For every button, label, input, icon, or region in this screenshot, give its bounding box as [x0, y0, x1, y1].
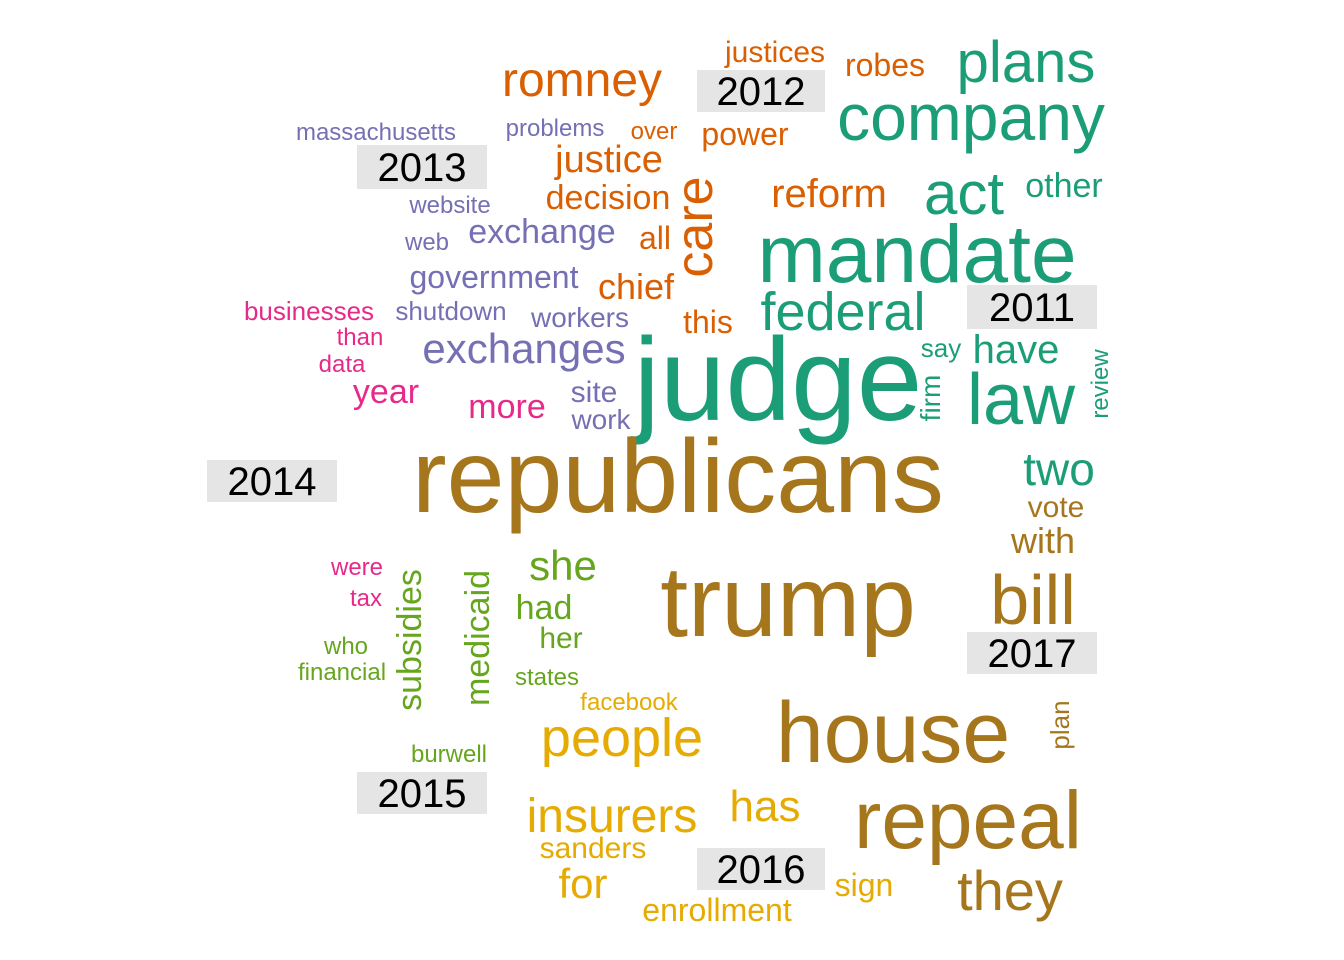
word-house: house — [776, 685, 1010, 781]
word-exchanges: exchanges — [422, 325, 625, 372]
word-government: government — [410, 259, 579, 295]
word-review: review — [1087, 349, 1114, 419]
word-they: they — [957, 859, 1063, 922]
word-medicaid: medicaid — [459, 570, 497, 706]
year-label-box — [967, 285, 1097, 329]
word-mandate: mandate — [757, 209, 1076, 300]
word-were: were — [330, 554, 383, 581]
year-label-2014: 2014 — [207, 460, 337, 504]
word-law: law — [967, 360, 1076, 440]
word-robes: robes — [845, 47, 925, 83]
word-firm: firm — [915, 375, 946, 422]
word-who: who — [323, 633, 368, 660]
word-states: states — [515, 664, 579, 691]
word-massachusetts: massachusetts — [296, 119, 456, 146]
word-people: people — [541, 708, 703, 768]
word-care: care — [666, 176, 724, 277]
year-label-box — [207, 460, 337, 502]
word-than: than — [337, 324, 384, 351]
word-republicans: republicans — [412, 419, 944, 535]
year-label-box — [967, 632, 1097, 674]
word-more: more — [468, 388, 545, 426]
word-two: two — [1023, 443, 1095, 495]
word-justices: justices — [724, 36, 825, 69]
word-this: this — [683, 304, 733, 340]
word-act: act — [924, 160, 1004, 227]
word-with: with — [1010, 520, 1075, 561]
year-label-box — [357, 145, 487, 189]
word-other: other — [1025, 167, 1103, 205]
word-plan: plan — [1045, 700, 1075, 749]
word-repeal: repeal — [854, 775, 1082, 866]
word-website: website — [408, 192, 490, 219]
word-exchange: exchange — [468, 213, 615, 251]
word-vote: vote — [1028, 491, 1085, 524]
year-label-text: 2014 — [228, 460, 317, 504]
year-label-2017: 2017 — [967, 632, 1097, 676]
word-subsidies: subsidies — [391, 569, 429, 711]
word-say: say — [921, 333, 961, 363]
word-tax: tax — [350, 585, 382, 612]
year-label-text: 2013 — [378, 146, 467, 190]
word-facebook: facebook — [580, 689, 678, 716]
word-plans: plans — [957, 30, 1096, 95]
word-have: have — [973, 328, 1060, 372]
word-site: site — [571, 376, 618, 409]
year-label-2012: 2012 — [697, 70, 825, 114]
word-year: year — [353, 373, 419, 411]
word-burwell: burwell — [411, 741, 487, 768]
word-financial: financial — [298, 659, 386, 686]
word-work: work — [570, 404, 631, 435]
word-has: has — [730, 782, 801, 831]
word-sanders: sanders — [540, 832, 647, 865]
year-label-2011: 2011 — [967, 285, 1097, 330]
word-judge: judge — [631, 314, 923, 446]
word-all: all — [639, 220, 671, 256]
year-label-2013: 2013 — [357, 145, 487, 190]
year-label-text: 2011 — [989, 286, 1075, 330]
word-bill: bill — [990, 561, 1076, 639]
year-label-text: 2015 — [378, 772, 467, 816]
word-insurers: insurers — [527, 790, 698, 843]
word-sign: sign — [835, 867, 894, 903]
word-shutdown: shutdown — [395, 296, 506, 326]
word-for: for — [558, 860, 607, 907]
year-label-2015: 2015 — [357, 772, 487, 816]
year-label-box — [697, 70, 825, 112]
year-label-box — [357, 772, 487, 814]
word-reform: reform — [771, 172, 887, 216]
word-federal: federal — [760, 282, 925, 342]
word-workers: workers — [530, 302, 629, 333]
word-trump: trump — [660, 546, 916, 658]
word-enrollment: enrollment — [642, 892, 792, 928]
word-web: web — [404, 229, 449, 256]
word-power: power — [701, 116, 789, 152]
word-company: company — [837, 80, 1105, 154]
word-romney: romney — [502, 54, 662, 107]
word-chief: chief — [598, 266, 675, 307]
word-decision: decision — [546, 179, 671, 217]
word-over: over — [631, 118, 678, 145]
year-label-text: 2016 — [717, 848, 806, 892]
year-label-text: 2017 — [988, 632, 1077, 676]
word-data: data — [319, 351, 366, 378]
word-had: had — [516, 589, 573, 627]
word-problems: problems — [506, 115, 605, 142]
year-label-box — [697, 848, 825, 890]
year-label-2016: 2016 — [697, 848, 825, 892]
word-she: she — [529, 542, 597, 589]
word-businesses: businesses — [244, 296, 374, 326]
year-label-text: 2012 — [717, 70, 806, 114]
word-justice: justice — [554, 139, 663, 181]
word-her: her — [539, 622, 582, 655]
